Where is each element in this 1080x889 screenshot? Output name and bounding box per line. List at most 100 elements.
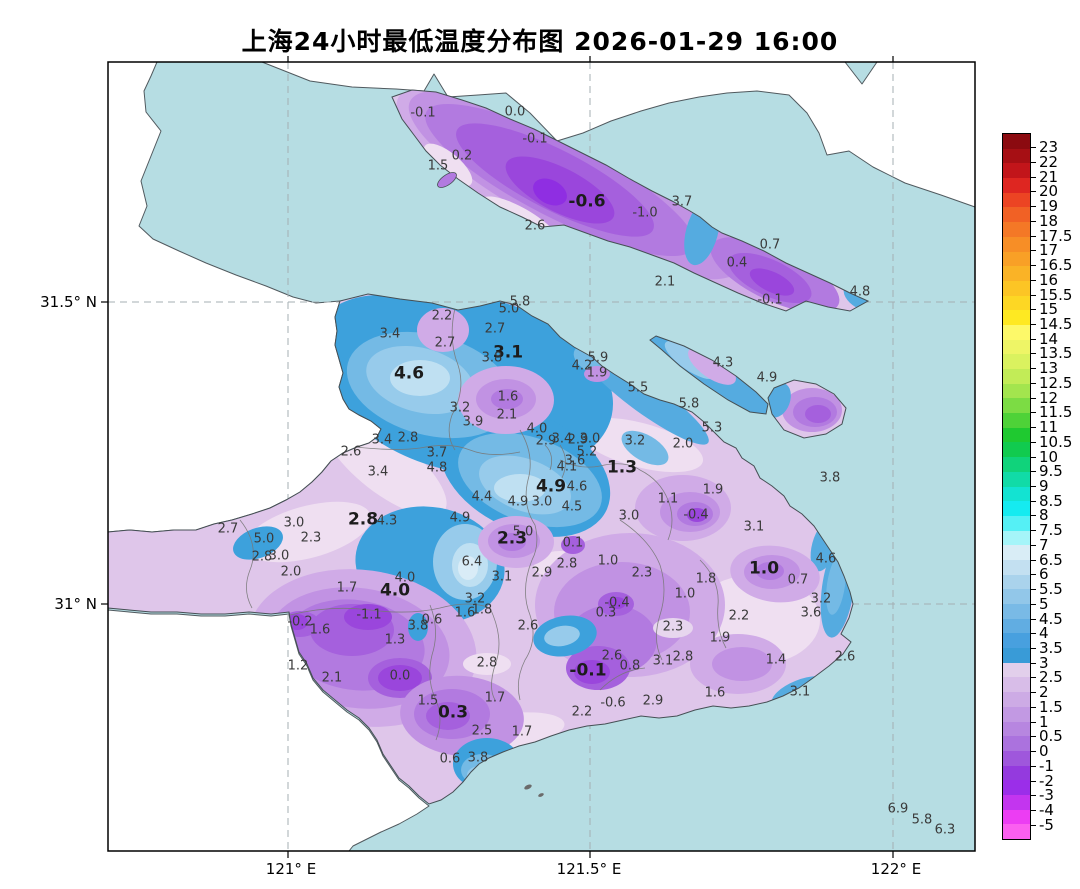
colorbar-segment (1003, 324, 1030, 340)
colorbar-tick (1031, 176, 1036, 178)
temp-label: 4.9 (756, 370, 778, 386)
temp-label: -0.1 (410, 105, 436, 121)
temp-label: 4.3 (376, 513, 398, 529)
colorbar-segment (1003, 648, 1030, 663)
colorbar-tick (1031, 279, 1036, 281)
colorbar-tick (1031, 736, 1036, 738)
colorbar-tick-label: 2 (1039, 683, 1049, 702)
colorbar-segment (1003, 545, 1030, 560)
colorbar-tick (1031, 456, 1036, 458)
temp-label: 1.4 (765, 652, 787, 668)
temp-label: 1.6 (309, 622, 331, 638)
colorbar-tick (1031, 427, 1036, 429)
temp-label: 3.4 (371, 432, 393, 448)
temp-label: 2.8 (672, 649, 694, 665)
temp-label: 1.7 (336, 580, 358, 596)
temp-label: 2.0 (280, 564, 302, 580)
colorbar (1002, 133, 1031, 840)
colorbar-segment (1003, 251, 1030, 267)
colorbar-segment (1003, 706, 1030, 722)
colorbar-tick (1031, 544, 1036, 546)
colorbar-segment (1003, 559, 1030, 575)
temp-label: 3.1 (491, 569, 513, 585)
temp-label: 4.6 (566, 479, 588, 495)
x-axis-label: 121° E (265, 860, 317, 878)
colorbar-segment (1003, 222, 1030, 237)
temp-label: 6.3 (934, 822, 956, 838)
colorbar-tick-label: 8.5 (1039, 491, 1063, 510)
colorbar-segment (1003, 765, 1030, 781)
temp-label: 3.0 (531, 494, 553, 510)
temp-label: 3.1 (492, 342, 524, 363)
y-axis-label: 31° N (54, 595, 97, 613)
y-axis-label: 31.5° N (40, 293, 97, 311)
colorbar-tick (1031, 559, 1036, 561)
temp-label: 4.9 (535, 476, 567, 497)
colorbar-tick-label: -5 (1039, 815, 1054, 834)
temp-label: 1.1 (657, 491, 679, 507)
temp-label: 2.6 (340, 444, 362, 460)
small-islet (437, 172, 457, 188)
colorbar-tick-label: 1.5 (1039, 697, 1063, 716)
temp-label: 0.7 (759, 237, 781, 253)
colorbar-segment (1003, 780, 1030, 795)
colorbar-segment (1003, 354, 1030, 369)
temp-label: 4.8 (849, 284, 871, 300)
colorbar-tick (1031, 824, 1036, 826)
colorbar-tick (1031, 648, 1036, 650)
colorbar-segment (1003, 515, 1030, 531)
colorbar-tick-label: 7.5 (1039, 521, 1063, 540)
colorbar-tick (1031, 220, 1036, 222)
colorbar-tick-label: 10 (1039, 447, 1059, 466)
colorbar-tick-label: 2.5 (1039, 668, 1063, 687)
temp-label: 2.2 (571, 704, 593, 720)
temp-label: 1.6 (704, 685, 726, 701)
colorbar-segment (1003, 486, 1030, 502)
colorbar-tick (1031, 147, 1036, 149)
colorbar-tick-label: 0.5 (1039, 727, 1063, 746)
colorbar-segment (1003, 794, 1030, 810)
colorbar-tick-label: 13 (1039, 359, 1059, 378)
colorbar-segment (1003, 633, 1030, 649)
temp-label: 3.1 (789, 684, 811, 700)
colorbar-segment (1003, 824, 1030, 839)
temp-label: 2.8 (347, 509, 379, 530)
temp-label: 0.6 (439, 751, 461, 767)
temp-label: 3.0 (618, 508, 640, 524)
colorbar-tick-label: 23 (1039, 138, 1059, 157)
temp-label: 4.5 (561, 499, 583, 515)
temp-label: -0.4 (683, 507, 709, 523)
colorbar-tick (1031, 780, 1036, 782)
temp-label: 5.0 (512, 524, 534, 540)
colorbar-tick-label: 9.5 (1039, 462, 1063, 481)
colorbar-tick (1031, 486, 1036, 487)
colorbar-tick-label: 17.5 (1039, 226, 1073, 245)
temp-label: -0.6 (600, 695, 626, 711)
temp-label: 2.1 (321, 670, 343, 686)
colorbar-segment (1003, 471, 1030, 487)
temp-label: 5.0 (498, 301, 520, 317)
temp-label: 2.6 (834, 649, 856, 665)
temp-label: 3.0 (579, 431, 601, 447)
temp-label: 1.9 (586, 365, 608, 381)
temp-label: 2.9 (535, 433, 557, 449)
colorbar-segment (1003, 178, 1030, 193)
temp-label: 0.4 (726, 255, 748, 271)
colorbar-segment (1003, 604, 1030, 619)
temp-label: 3.0 (268, 548, 290, 564)
colorbar-segment (1003, 207, 1030, 223)
colorbar-segment (1003, 339, 1030, 355)
colorbar-tick-label: -2 (1039, 771, 1054, 790)
colorbar-tick-label: 16.5 (1039, 256, 1073, 275)
temp-label: 4.4 (471, 489, 493, 505)
temp-label: 2.3 (300, 530, 322, 546)
temp-label: -0.2 (287, 614, 313, 630)
colorbar-tick (1031, 618, 1036, 620)
colorbar-tick-label: 20 (1039, 182, 1059, 201)
colorbar-segment (1003, 530, 1030, 546)
temp-label: 0.0 (504, 104, 526, 120)
colorbar-tick-label: -1 (1039, 756, 1054, 775)
x-axis-label: 121.5° E (556, 860, 622, 878)
colorbar-segment (1003, 398, 1030, 414)
colorbar-tick (1031, 677, 1036, 679)
